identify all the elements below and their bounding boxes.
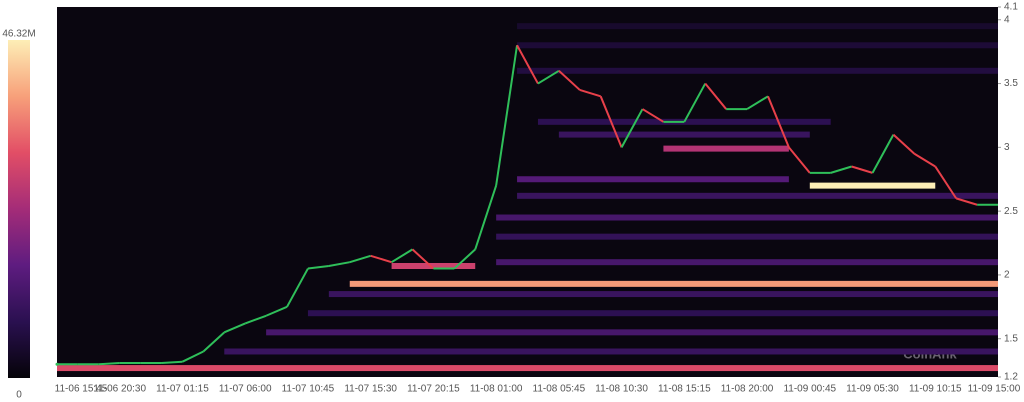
x-tick-label: 11-07 15:30 <box>344 384 397 395</box>
y-tick-label: 1.2 <box>1004 372 1018 383</box>
y-tick-label: 2 <box>1004 270 1010 281</box>
price-segment <box>704 82 727 110</box>
price-segment <box>391 248 414 264</box>
price-segment <box>641 108 664 123</box>
liquidation-level <box>328 291 998 298</box>
x-tick-label: 11-07 10:45 <box>282 384 335 395</box>
price-segment <box>370 254 392 264</box>
price-segment <box>558 70 581 91</box>
color-scale-label: 0 <box>16 390 22 401</box>
x-tick-label: 11-06 15:45 <box>55 384 108 395</box>
color-scale-label: 46.32M <box>2 29 35 40</box>
x-tick-label: 11-07 06:00 <box>219 384 272 395</box>
y-tick-label: 3 <box>1004 142 1010 153</box>
x-tick-label: 11-06 20:30 <box>93 384 146 395</box>
price-segment <box>892 133 916 155</box>
x-tick-label: 11-08 05:45 <box>533 384 586 395</box>
x-tick-label: 11-08 10:30 <box>595 384 648 395</box>
y-tick-label: 3.5 <box>1004 78 1018 89</box>
liquidation-level <box>496 259 998 266</box>
price-segment <box>599 95 623 148</box>
price-segment <box>98 361 120 366</box>
y-tick-label: 1.5 <box>1004 333 1018 344</box>
liquidation-level <box>517 23 998 30</box>
price-segment <box>265 305 288 317</box>
x-tick-label: 11-09 05:30 <box>846 384 899 395</box>
liquidation-level <box>517 42 998 49</box>
price-segment <box>411 248 435 270</box>
y-tick-label: 2.5 <box>1004 206 1018 217</box>
price-segment <box>349 254 371 264</box>
x-tick-label: 11-09 10:15 <box>909 384 962 395</box>
price-segment <box>851 165 873 174</box>
price-segment <box>830 165 852 174</box>
x-tick-label: 11-08 15:15 <box>658 384 711 395</box>
price-segment <box>955 197 978 206</box>
liquidation-level <box>307 310 998 317</box>
liquidation-level <box>224 348 999 355</box>
x-tick-label: 11-07 20:15 <box>407 384 460 395</box>
price-segment <box>286 268 309 308</box>
liquidation-level <box>57 365 998 372</box>
price-segment <box>161 360 183 364</box>
liquidation-level <box>517 67 998 74</box>
price-segment <box>913 152 936 168</box>
liquidation-level <box>391 263 476 269</box>
y-tick-label: 4 <box>1004 14 1010 25</box>
price-segment <box>788 146 811 174</box>
liquidation-level <box>349 280 998 287</box>
liquidation-level <box>517 192 998 199</box>
price-segment <box>202 331 225 353</box>
y-tick-label: 4.1 <box>1004 2 1018 13</box>
price-segment <box>934 165 958 199</box>
price-segment <box>746 95 769 110</box>
price-segment <box>767 95 790 148</box>
liquidation-level <box>663 145 789 152</box>
x-tick-label: 11-08 01:00 <box>470 384 523 395</box>
liquidation-level <box>517 176 789 183</box>
price-segment <box>683 83 707 123</box>
price-segment <box>182 350 204 363</box>
x-tick-label: 11-08 20:00 <box>721 384 774 395</box>
x-tick-label: 11-09 15:00 <box>968 384 1021 395</box>
price-segment <box>495 45 519 186</box>
price-segment <box>307 265 329 270</box>
price-segment <box>453 248 476 270</box>
price-segment <box>537 69 560 85</box>
liquidation-level <box>496 233 998 240</box>
price-segment <box>579 88 601 98</box>
color-scale <box>8 40 30 378</box>
price-segment <box>328 261 350 267</box>
x-tick-label: 11-09 00:45 <box>783 384 836 395</box>
price-segment <box>516 44 539 85</box>
liquidation-level <box>496 214 998 221</box>
liquidation-level <box>266 329 999 336</box>
price-segment <box>620 108 644 148</box>
price-segment <box>244 314 267 325</box>
x-tick-label: 11-07 01:15 <box>156 384 209 395</box>
liquidation-level <box>558 131 810 138</box>
price-segment <box>474 185 498 250</box>
price-segment <box>871 134 895 174</box>
price-segment <box>223 322 246 334</box>
liquidation-level <box>809 182 936 189</box>
